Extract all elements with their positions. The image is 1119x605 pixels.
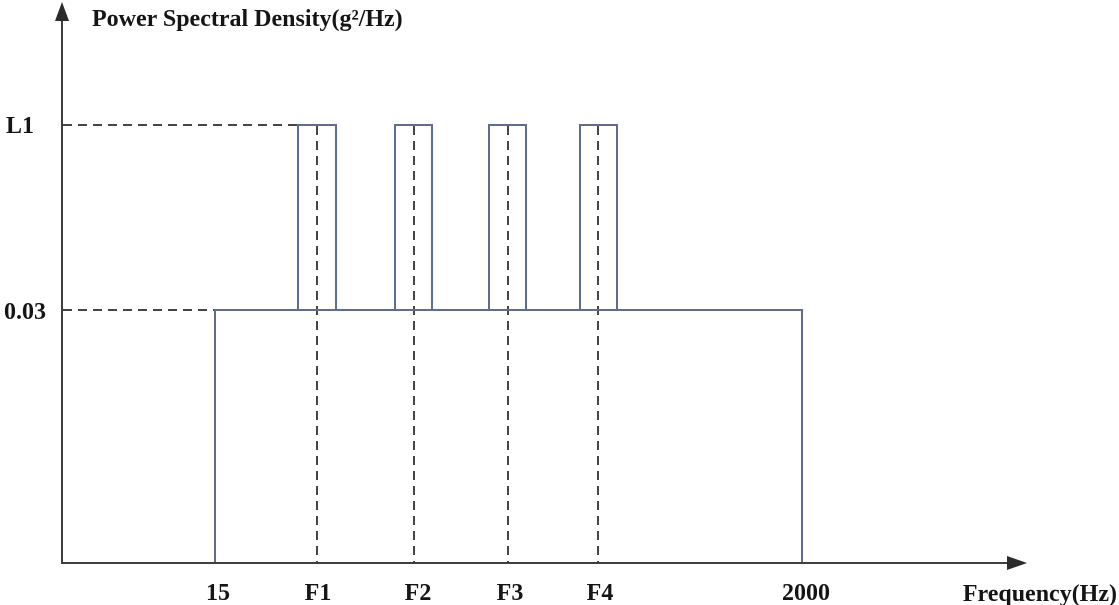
y-axis-arrow-icon xyxy=(55,2,69,21)
y-tick-0-03: 0.03 xyxy=(4,299,46,325)
spike-f4 xyxy=(579,124,618,309)
x-tick-f3: F3 xyxy=(497,580,524,605)
spike-f1 xyxy=(297,124,337,309)
broadband-rectangle xyxy=(214,309,803,562)
axes xyxy=(55,2,1027,570)
x-tick-f1: F1 xyxy=(305,580,332,605)
spike-f3 xyxy=(488,124,527,309)
spectrum-profile xyxy=(214,124,803,562)
spike-f2 xyxy=(394,124,433,309)
dashed-reference-lines xyxy=(63,124,599,562)
y-tick-l1: L1 xyxy=(6,113,34,139)
x-axis-title: Frequency(Hz) xyxy=(963,581,1117,605)
x-tick-f2: F2 xyxy=(405,580,432,605)
y-axis-title: Power Spectral Density(g²/Hz) xyxy=(92,6,403,32)
x-tick-2000: 2000 xyxy=(782,580,830,605)
x-tick-f4: F4 xyxy=(587,580,614,605)
x-tick-15: 15 xyxy=(206,580,230,605)
x-axis-arrow-icon xyxy=(1007,556,1027,570)
